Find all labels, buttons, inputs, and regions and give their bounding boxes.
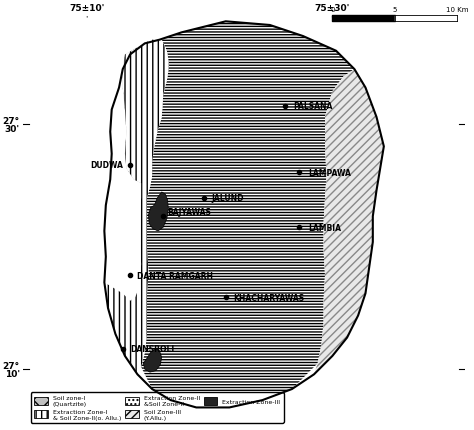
Polygon shape <box>123 40 169 184</box>
Text: LAMPAWA: LAMPAWA <box>308 168 351 177</box>
Text: 75±10': 75±10' <box>70 4 105 13</box>
Text: DANTA RAMGARH: DANTA RAMGARH <box>137 271 213 280</box>
Polygon shape <box>314 70 384 375</box>
Text: 0: 0 <box>330 7 335 13</box>
Polygon shape <box>104 40 169 375</box>
Text: 75±30': 75±30' <box>315 4 350 13</box>
Text: DANSROLI: DANSROLI <box>130 344 174 353</box>
Legend: Soil zone-I
(Quartzite), Extraction Zone-I
& Soil Zone-II(o. Allu.), Extraction : Soil zone-I (Quartzite), Extraction Zone… <box>31 393 284 423</box>
Text: BAJYAWAS: BAJYAWAS <box>167 208 211 217</box>
Polygon shape <box>141 22 355 408</box>
Text: KHACHARYAWAS: KHACHARYAWAS <box>233 293 304 302</box>
Text: 10 Km: 10 Km <box>446 7 469 13</box>
Text: 27°
10': 27° 10' <box>3 361 20 378</box>
Text: 5: 5 <box>392 7 397 13</box>
Text: PALSANA: PALSANA <box>293 102 333 111</box>
Text: 27°
30': 27° 30' <box>3 117 20 134</box>
Text: JALUND: JALUND <box>211 194 244 203</box>
Polygon shape <box>148 193 168 231</box>
Text: DUDWA: DUDWA <box>90 161 123 170</box>
Text: LAMBIA: LAMBIA <box>308 223 341 232</box>
Polygon shape <box>143 349 162 372</box>
